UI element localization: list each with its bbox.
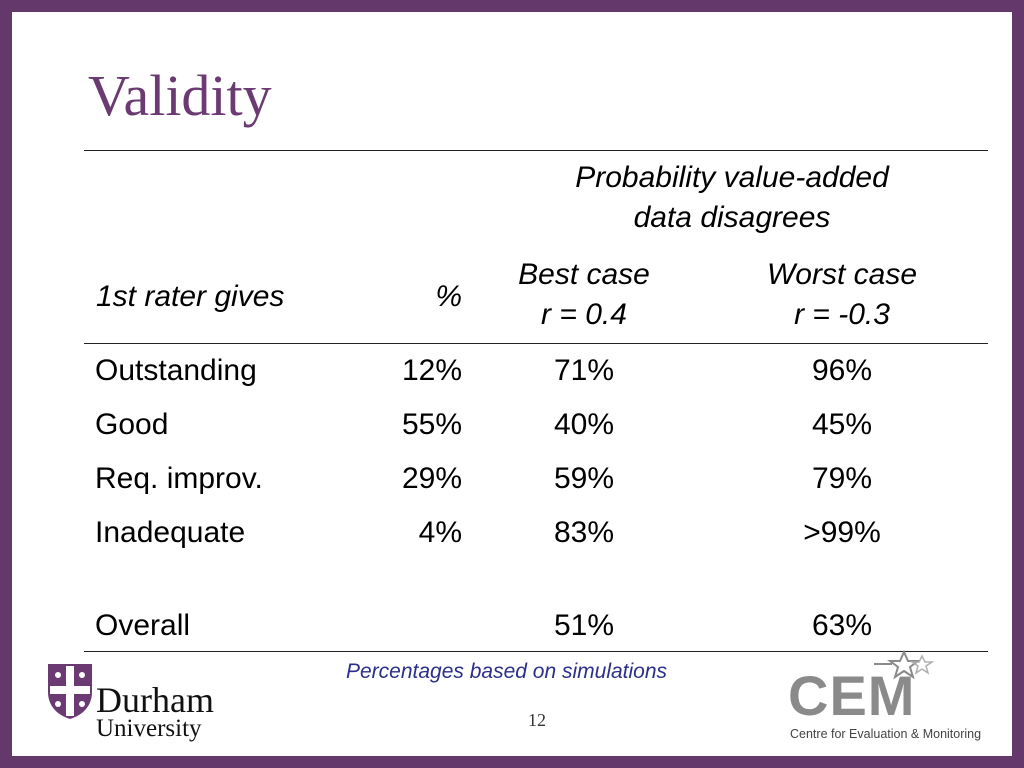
header-worst-r: r = -0.3 [742,295,942,335]
header-rater: 1st rater gives [96,277,284,317]
overall-best: 51% [514,606,654,646]
row-percent: 29% [352,459,462,499]
durham-crest-icon [46,662,94,720]
slide: Validity Probability value-added data di… [12,12,1012,756]
group-header-line2: data disagrees [532,198,932,238]
slide-title: Validity [88,62,272,129]
row-label: Req. improv. [95,459,263,499]
page-number: 12 [528,710,546,731]
overall-label: Overall [95,606,190,646]
table-bottom-rule [84,651,988,652]
row-best: 83% [514,513,654,553]
caption: Percentages based on simulations [346,660,667,684]
header-worst-case: Worst case [742,255,942,295]
header-best-case: Best case [484,255,684,295]
row-worst: 79% [772,459,912,499]
row-worst: >99% [772,513,912,553]
overall-worst: 63% [772,606,912,646]
header-bottom-rule [84,343,988,344]
durham-logo-sub: University [96,716,202,742]
header-best-r: r = 0.4 [484,295,684,335]
row-label: Good [95,405,168,445]
cem-logo-name: CEM [788,668,915,724]
row-best: 59% [514,459,654,499]
durham-logo-name: Durham [96,682,214,718]
row-percent: 55% [352,405,462,445]
row-percent: 4% [352,513,462,553]
row-worst: 45% [772,405,912,445]
row-best: 40% [514,405,654,445]
header-percent: % [372,277,462,317]
row-worst: 96% [772,351,912,391]
row-best: 71% [514,351,654,391]
row-label: Outstanding [95,351,257,391]
row-label: Inadequate [95,513,245,553]
cem-logo-sub: Centre for Evaluation & Monitoring [790,726,981,742]
group-header-line1: Probability value-added [532,158,932,198]
row-percent: 12% [352,351,462,391]
table-top-rule [84,150,988,151]
